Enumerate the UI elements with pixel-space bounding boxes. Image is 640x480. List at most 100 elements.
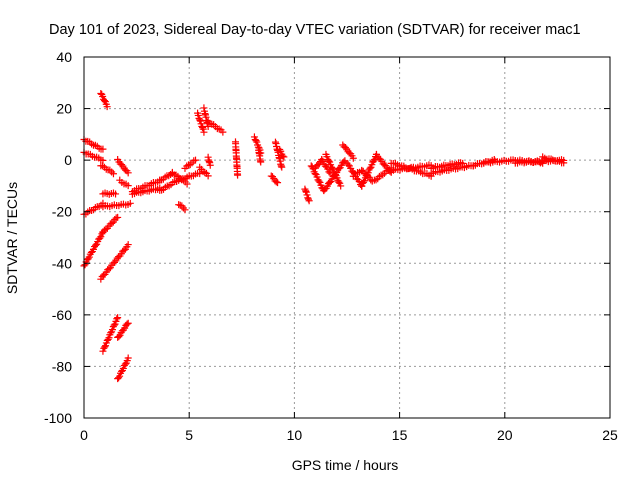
data-point [105, 334, 113, 342]
data-point [100, 97, 108, 105]
y-tick-label: -20 [52, 204, 72, 220]
data-point [304, 194, 312, 202]
data-point [360, 178, 368, 186]
x-axis-label: GPS time / hours [292, 457, 399, 473]
y-tick-label: -40 [52, 255, 72, 271]
data-point [103, 103, 111, 111]
y-tick-label: -100 [44, 410, 72, 426]
data-point [274, 179, 282, 187]
data-point [110, 321, 118, 329]
axis-ticks [83, 56, 611, 419]
data-point [105, 265, 113, 273]
gridlines [84, 57, 610, 418]
data-point [366, 164, 374, 172]
data-point [115, 333, 123, 341]
data-point [199, 124, 207, 132]
chart-title: Day 101 of 2023, Sidereal Day-to-day VTE… [49, 22, 581, 38]
x-tick-label: 0 [80, 427, 88, 443]
x-tick-label: 15 [392, 427, 408, 443]
data-point [121, 360, 129, 368]
data-point [252, 137, 260, 145]
data-point [123, 320, 131, 328]
data-point [325, 157, 333, 165]
data-point [379, 171, 387, 179]
data-point [84, 255, 92, 263]
y-axis-label: SDTVAR / TECUs [4, 182, 20, 294]
data-point [92, 241, 100, 249]
data-point [325, 168, 333, 176]
data-point [337, 182, 345, 190]
data-point [124, 241, 132, 249]
y-tick-label: 20 [56, 101, 72, 117]
data-point [114, 213, 122, 221]
data-point [199, 125, 207, 133]
data-point [204, 172, 212, 180]
data-point [278, 163, 286, 171]
data-point [360, 177, 368, 185]
y-tick-labels: 40 20 0 -20 -40 -60 -80 -100 [44, 49, 72, 426]
data-points [80, 90, 568, 383]
data-point [364, 172, 372, 180]
data-point [114, 314, 122, 322]
data-point [181, 206, 189, 214]
data-point [277, 147, 285, 155]
data-point [200, 128, 208, 136]
data-point [328, 164, 336, 172]
x-tick-label: 5 [185, 427, 193, 443]
data-point [219, 128, 227, 136]
data-point [372, 176, 380, 184]
data-point [99, 145, 107, 153]
data-point [358, 166, 366, 174]
x-tick-label: 20 [497, 427, 513, 443]
data-point [108, 219, 116, 227]
data-point [124, 169, 132, 177]
data-point [124, 319, 132, 327]
plot-frame [83, 56, 611, 419]
data-point [318, 156, 326, 164]
data-point [302, 187, 310, 195]
y-tick-label: -60 [52, 307, 72, 323]
data-point [194, 111, 202, 119]
data-point [279, 152, 287, 160]
data-point [96, 234, 104, 242]
data-point [206, 161, 214, 169]
y-tick-label: -80 [52, 358, 72, 374]
data-point [344, 161, 352, 169]
data-point [101, 343, 109, 351]
data-point [100, 226, 108, 234]
data-point [257, 158, 265, 166]
data-point [175, 201, 183, 209]
y-tick-label: 0 [64, 152, 72, 168]
x-tick-label: 10 [287, 427, 303, 443]
data-point [196, 116, 204, 124]
data-point [375, 172, 383, 180]
data-point [124, 182, 132, 190]
data-point [199, 168, 207, 176]
data-point [272, 178, 280, 186]
data-point [113, 315, 121, 323]
data-point [115, 374, 123, 382]
data-point [118, 161, 126, 169]
data-point [340, 158, 348, 166]
data-point [335, 178, 343, 186]
data-point [305, 197, 313, 205]
data-point [315, 177, 323, 185]
data-point [192, 156, 200, 164]
data-point [111, 258, 119, 266]
data-point [107, 329, 115, 337]
data-point [112, 190, 120, 198]
data-point [280, 153, 288, 161]
data-point [234, 171, 242, 179]
data-point [301, 185, 309, 193]
x-tick-label: 25 [602, 427, 618, 443]
data-point [104, 335, 112, 343]
data-point [124, 354, 132, 362]
data-point [183, 180, 191, 188]
y-tick-label: 40 [56, 49, 72, 65]
data-point [370, 157, 378, 165]
data-point [349, 154, 357, 162]
data-point [304, 195, 312, 203]
data-point [560, 159, 568, 167]
